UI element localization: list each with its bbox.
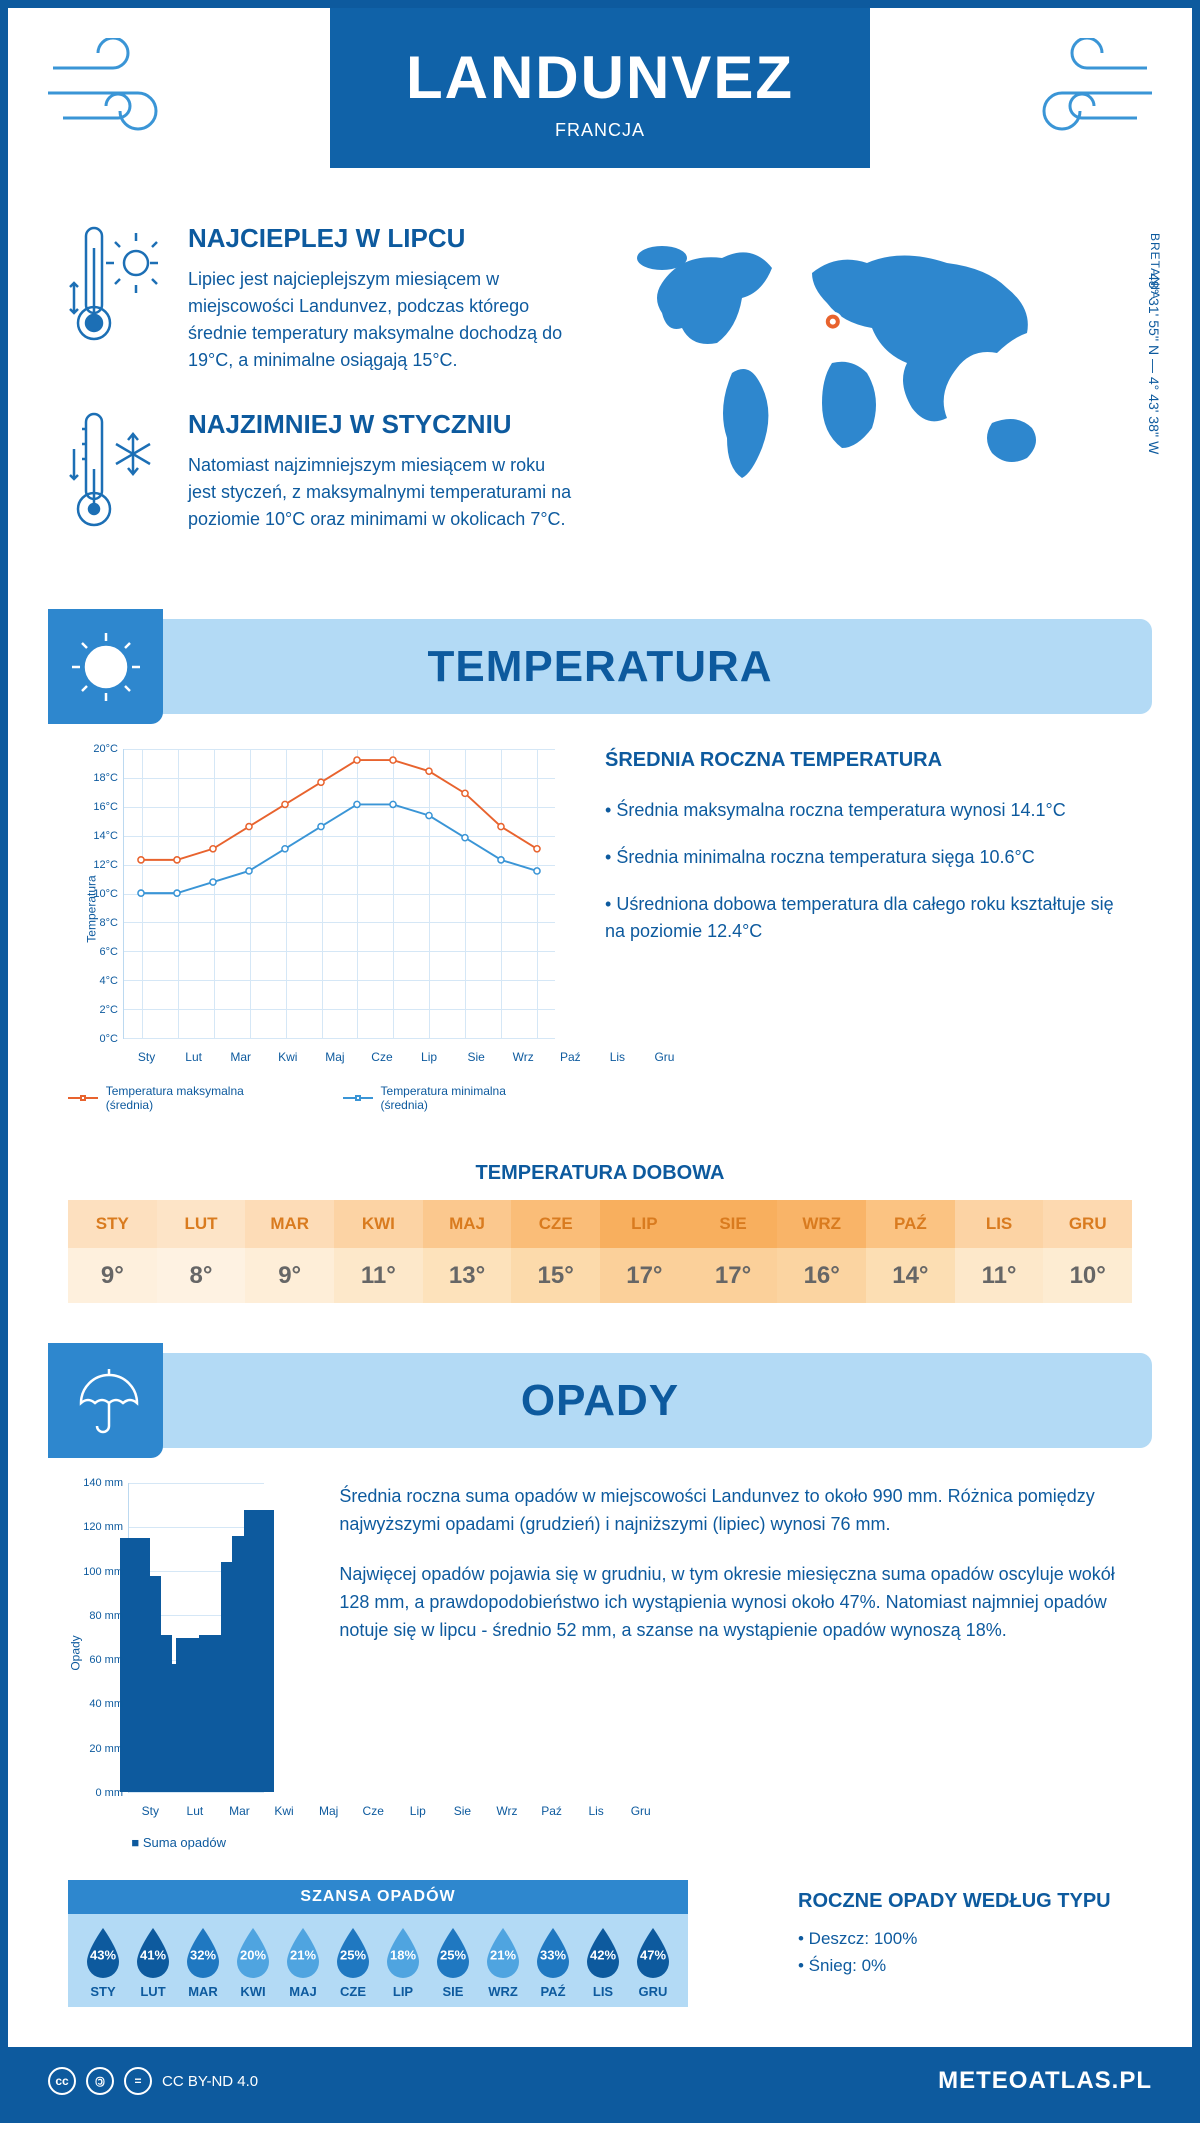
- sun-icon: [48, 609, 163, 724]
- coldest-text: Natomiast najzimniejszym miesiącem w rok…: [188, 452, 572, 533]
- precipitation-info: Średnia roczna suma opadów w miejscowośc…: [339, 1483, 1132, 1850]
- country-label: FRANCJA: [330, 120, 870, 141]
- daily-temp-title: TEMPERATURA DOBOWA: [8, 1162, 1192, 1185]
- cc-icon: cc: [48, 2067, 76, 2095]
- precipitation-chart: Opady 0 mm20 mm40 mm60 mm80 mm100 mm120 …: [68, 1483, 289, 1850]
- header: LANDUNVEZ FRANCJA: [8, 8, 1192, 193]
- precip-type-info: ROCZNE OPADY WEDŁUG TYPU • Deszcz: 100% …: [798, 1870, 1192, 2007]
- thermometer-sun-icon: [68, 223, 163, 374]
- license-block: cc 🄯 = CC BY-ND 4.0: [48, 2067, 258, 2095]
- umbrella-icon: [48, 1343, 163, 1458]
- info-paragraph: Średnia roczna suma opadów w miejscowośc…: [339, 1483, 1132, 1539]
- coldest-title: NAJZIMNIEJ W STYCZNIU: [188, 409, 572, 440]
- thermometer-snow-icon: [68, 409, 163, 544]
- info-bullet: • Uśredniona dobowa temperatura dla całe…: [605, 891, 1132, 945]
- city-title: LANDUNVEZ: [330, 43, 870, 112]
- license-text: CC BY-ND 4.0: [162, 2073, 258, 2090]
- temperature-chart: Temperatura 0°C2°C4°C6°C8°C10°C12°C14°C1…: [68, 749, 555, 1112]
- chart-legend: Temperatura maksymalna (średnia)Temperat…: [68, 1084, 555, 1112]
- by-icon: 🄯: [86, 2067, 114, 2095]
- coldest-block: NAJZIMNIEJ W STYCZNIU Natomiast najzimni…: [68, 409, 572, 544]
- precip-type-bullet: • Deszcz: 100%: [798, 1925, 1132, 1952]
- footer: cc 🄯 = CC BY-ND 4.0 METEOATLAS.PL: [8, 2047, 1192, 2115]
- wind-icon: [1007, 38, 1157, 153]
- info-bullet: • Średnia minimalna roczna temperatura s…: [605, 844, 1132, 871]
- precip-type-bullet: • Śnieg: 0%: [798, 1952, 1132, 1979]
- temperature-header: TEMPERATURA: [48, 619, 1152, 714]
- section-title: OPADY: [48, 1376, 1152, 1426]
- info-bullet: • Średnia maksymalna roczna temperatura …: [605, 797, 1132, 824]
- temperature-info: ŚREDNIA ROCZNA TEMPERATURA • Średnia mak…: [605, 749, 1132, 1112]
- chance-title: SZANSA OPADÓW: [68, 1880, 688, 1914]
- coords-label: 48° 31' 55'' N — 4° 43' 38'' W: [1146, 273, 1162, 454]
- brand-label: METEOATLAS.PL: [938, 2067, 1152, 2095]
- bar-legend: Suma opadów: [68, 1835, 289, 1850]
- info-paragraph: Najwięcej opadów pojawia się w grudniu, …: [339, 1561, 1132, 1645]
- wind-icon: [43, 38, 193, 153]
- chart-ylabel: Temperatura: [85, 875, 99, 942]
- title-banner: LANDUNVEZ FRANCJA: [330, 8, 870, 168]
- warmest-block: NAJCIEPLEJ W LIPCU Lipiec jest najcieple…: [68, 223, 572, 374]
- daily-temp-table: STY9°LUT8°MAR9°KWI11°MAJ13°CZE15°LIP17°S…: [68, 1200, 1132, 1303]
- chance-panel: SZANSA OPADÓW 43%STY41%LUT32%MAR20%KWI21…: [68, 1880, 688, 2007]
- page: LANDUNVEZ FRANCJA NAJCIEPLEJ W LIPCU Lip…: [0, 0, 1200, 2123]
- section-title: TEMPERATURA: [48, 642, 1152, 692]
- warmest-title: NAJCIEPLEJ W LIPCU: [188, 223, 572, 254]
- nd-icon: =: [124, 2067, 152, 2095]
- warmest-text: Lipiec jest najcieplejszym miesiącem w m…: [188, 266, 572, 374]
- precipitation-header: OPADY: [48, 1353, 1152, 1448]
- world-map: BRETANIA 48° 31' 55'' N — 4° 43' 38'' W: [612, 223, 1132, 579]
- info-title: ŚREDNIA ROCZNA TEMPERATURA: [605, 749, 1132, 772]
- precip-type-title: ROCZNE OPADY WEDŁUG TYPU: [798, 1890, 1132, 1913]
- intro-section: NAJCIEPLEJ W LIPCU Lipiec jest najcieple…: [8, 193, 1192, 619]
